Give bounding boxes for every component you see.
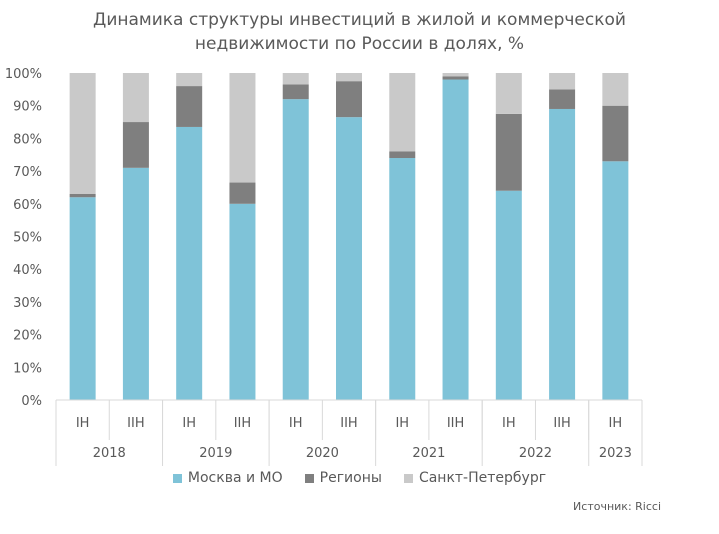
bar-moscow-1 xyxy=(122,167,149,400)
bar-spb-7 xyxy=(442,73,469,77)
x-group-label: 2020 xyxy=(306,446,339,461)
y-tick-label: 30% xyxy=(13,296,42,311)
y-tick-label: 60% xyxy=(13,198,42,213)
chart-title-line-1: Динамика структуры инвестиций в жилой и … xyxy=(93,10,626,30)
bar-moscow-5 xyxy=(336,117,362,401)
bar-regions-7 xyxy=(442,76,469,80)
bar-moscow-4 xyxy=(282,99,309,400)
x-group-label: 2023 xyxy=(599,446,632,461)
bar-spb-2 xyxy=(176,73,203,87)
bar-regions-8 xyxy=(495,113,522,191)
bar-regions-10 xyxy=(602,105,629,162)
bar-spb-5 xyxy=(336,73,362,82)
legend-item-regions: Регионы xyxy=(304,470,382,486)
chart-title-line-2: недвижимости по России в долях, % xyxy=(194,34,525,54)
legend-swatch-spb xyxy=(403,473,413,483)
x-tick-label: IIH xyxy=(553,416,570,431)
x-tick-label: IIH xyxy=(234,416,251,431)
y-tick-label: 40% xyxy=(13,263,42,278)
bar-spb-10 xyxy=(602,73,629,106)
x-tick-label: IH xyxy=(182,416,196,431)
legend-label-moscow: Москва и МО xyxy=(187,470,283,486)
bar-spb-4 xyxy=(282,73,309,85)
x-tick-label: IIH xyxy=(447,416,464,431)
x-group-label: 2022 xyxy=(519,446,552,461)
bar-regions-0 xyxy=(69,193,96,198)
x-tick-label: IH xyxy=(502,416,516,431)
bar-regions-1 xyxy=(122,122,149,168)
bar-moscow-8 xyxy=(495,190,522,400)
x-tick-label: IIH xyxy=(127,416,144,431)
chart-legend: Москва и МО Регионы Санкт-Петербург xyxy=(0,470,719,486)
y-tick-label: 80% xyxy=(13,132,42,147)
bar-spb-3 xyxy=(229,73,256,183)
bar-moscow-2 xyxy=(176,126,203,400)
legend-swatch-moscow xyxy=(172,473,182,483)
bar-spb-8 xyxy=(495,73,522,114)
x-tick-label: IH xyxy=(395,416,409,431)
legend-label-regions: Регионы xyxy=(319,470,382,486)
y-tick-label: 10% xyxy=(13,361,42,376)
x-group-label: 2018 xyxy=(93,446,126,461)
legend-label-spb: Санкт-Петербург xyxy=(418,470,547,486)
x-group-label: 2021 xyxy=(412,446,445,461)
x-tick-label: IH xyxy=(76,416,90,431)
legend-item-moscow: Москва и МО xyxy=(172,470,283,486)
y-tick-label: 100% xyxy=(5,67,42,82)
x-group-label: 2019 xyxy=(199,446,232,461)
y-tick-label: 90% xyxy=(13,100,42,115)
bar-regions-9 xyxy=(549,89,576,109)
bar-spb-6 xyxy=(389,73,416,152)
bar-regions-3 xyxy=(229,182,256,204)
y-tick-label: 70% xyxy=(13,165,42,180)
x-tick-label: IH xyxy=(289,416,303,431)
bar-spb-1 xyxy=(122,73,149,123)
bar-moscow-7 xyxy=(442,79,469,400)
bar-moscow-10 xyxy=(602,161,629,400)
x-tick-label: IH xyxy=(609,416,623,431)
bar-regions-6 xyxy=(389,151,416,159)
y-tick-label: 0% xyxy=(21,394,42,409)
y-tick-label: 20% xyxy=(13,329,42,344)
legend-swatch-regions xyxy=(304,473,314,483)
bar-regions-2 xyxy=(176,86,203,127)
source-note: Источник: Ricci xyxy=(573,500,661,513)
bar-regions-4 xyxy=(282,84,309,100)
legend-item-spb: Санкт-Петербург xyxy=(403,470,547,486)
bar-moscow-0 xyxy=(69,197,96,400)
bar-moscow-3 xyxy=(229,203,256,400)
bar-spb-9 xyxy=(549,73,576,90)
bar-moscow-6 xyxy=(389,158,416,400)
x-tick-label: IIH xyxy=(340,416,357,431)
bar-spb-0 xyxy=(69,73,96,194)
bar-regions-5 xyxy=(336,81,362,118)
y-tick-label: 50% xyxy=(13,231,42,246)
bar-moscow-9 xyxy=(549,108,576,400)
